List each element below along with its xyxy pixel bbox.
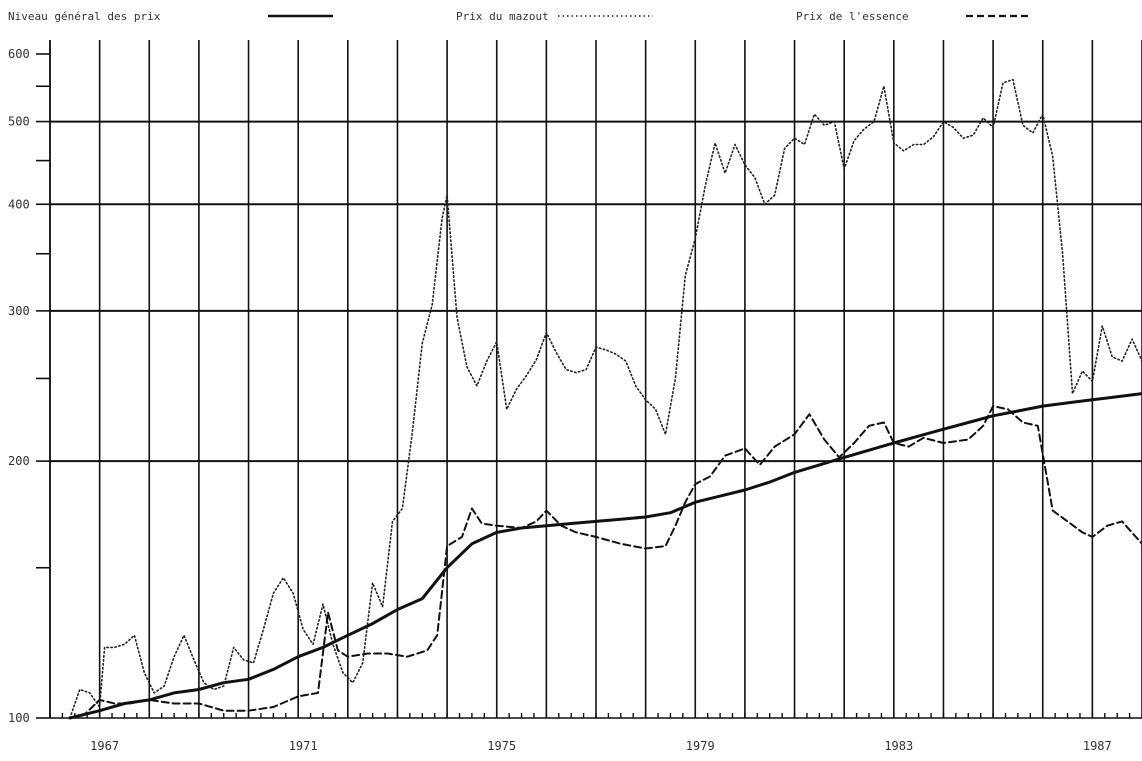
series-line-dashed — [68, 405, 1142, 719]
y-tick-label: 100 — [8, 711, 30, 725]
x-tick-label: 1979 — [686, 739, 715, 753]
legend-label-fuel-oil: Prix du mazout — [456, 10, 549, 23]
legend-label-general-price: Niveau général des prix — [8, 10, 161, 23]
x-tick-label: 1967 — [90, 739, 119, 753]
y-tick-label: 300 — [8, 304, 30, 318]
y-tick-label: 400 — [8, 197, 30, 211]
series-line-dotted — [69, 78, 1142, 719]
y-tick-label: 600 — [8, 47, 30, 61]
y-tick-label: 500 — [8, 115, 30, 129]
y-tick-label: 200 — [8, 454, 30, 468]
axes: 100 200 300 400 500 600 1967 1971 1975 1979 1983 19… — [8, 40, 1142, 753]
legend-label-gasoline: Prix de l'essence — [796, 10, 909, 23]
grid — [49, 40, 1142, 718]
legend: Niveau général des prix Prix du mazout P… — [8, 10, 1031, 23]
series-line-solid — [68, 392, 1142, 720]
series-lines — [68, 78, 1142, 720]
x-tick-label: 1987 — [1083, 739, 1112, 753]
x-tick-label: 1975 — [487, 739, 516, 753]
x-tick-label: 1971 — [289, 739, 318, 753]
x-tick-label: 1983 — [884, 739, 913, 753]
